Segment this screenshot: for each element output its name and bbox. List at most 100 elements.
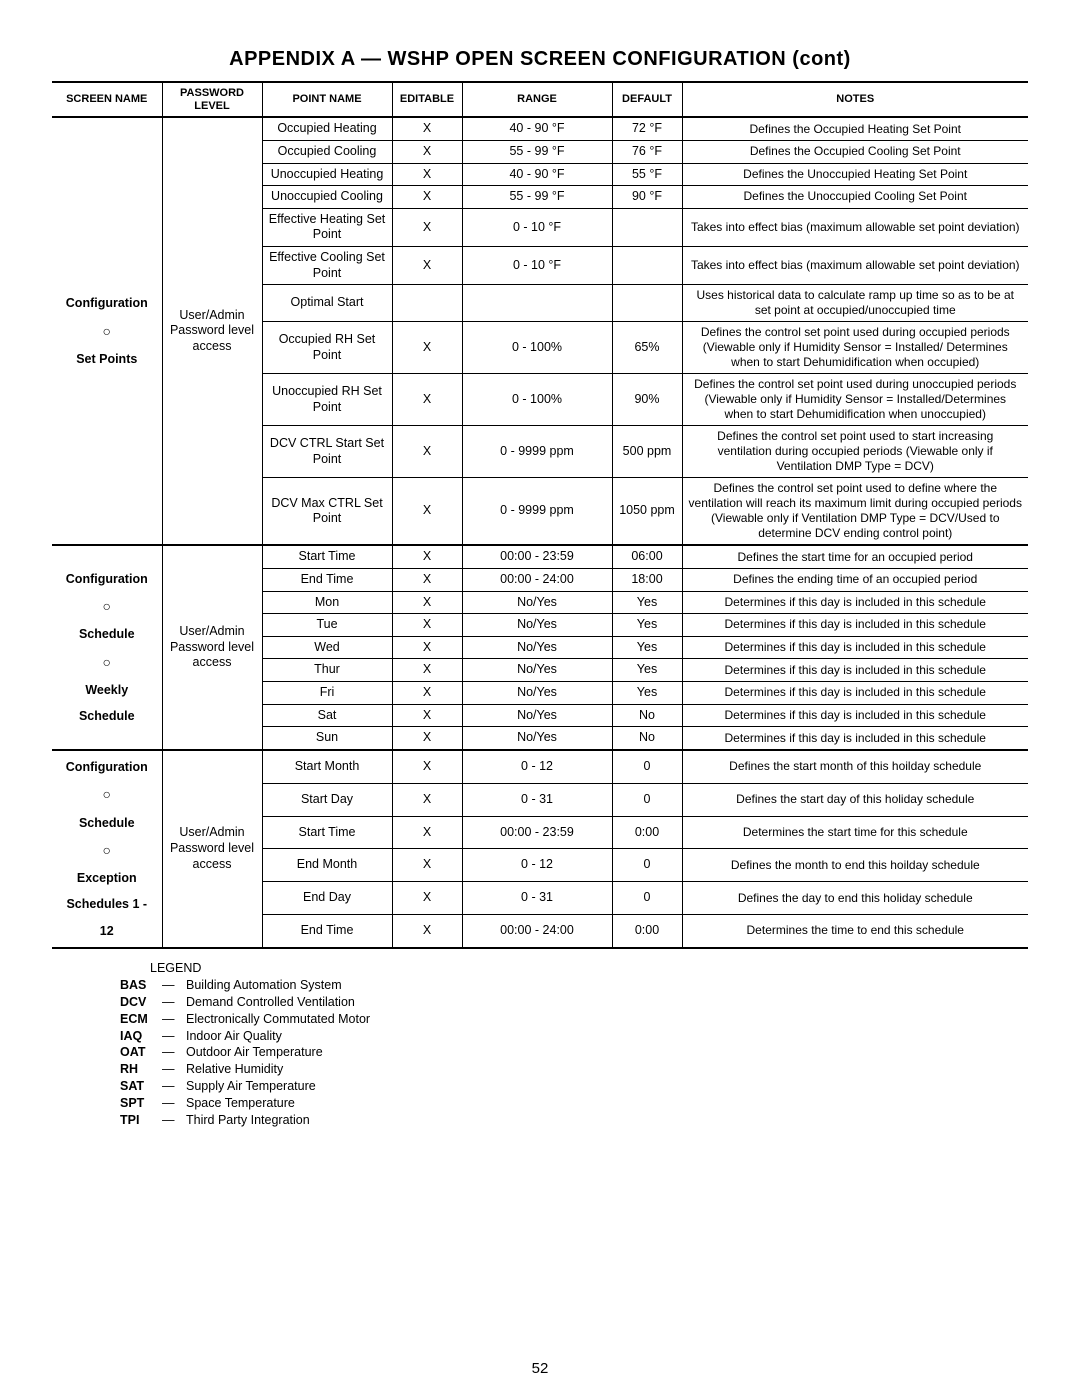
range-cell: 0 - 10 °F [462, 247, 612, 285]
editable-cell: X [392, 591, 462, 614]
default-cell: 76 °F [612, 140, 682, 163]
legend-abbr: ECM [120, 1011, 162, 1028]
range-cell: 0 - 31 [462, 882, 612, 915]
range-cell: 00:00 - 24:00 [462, 568, 612, 591]
screen-name-part: Weekly Schedule [58, 677, 156, 730]
point-name-cell: End Month [262, 849, 392, 882]
point-name-cell: Start Month [262, 750, 392, 783]
default-cell [612, 285, 682, 322]
editable-cell: X [392, 374, 462, 426]
editable-cell: X [392, 849, 462, 882]
notes-cell: Takes into effect bias (maximum allowabl… [682, 208, 1028, 246]
legend-row: ECM—Electronically Commutated Motor [120, 1011, 1028, 1028]
legend: LEGEND BAS—Building Automation SystemDCV… [52, 961, 1028, 1129]
range-cell: 00:00 - 24:00 [462, 914, 612, 948]
legend-definition: Outdoor Air Temperature [186, 1044, 323, 1061]
range-cell: 00:00 - 23:59 [462, 545, 612, 568]
notes-cell: Defines the Occupied Cooling Set Point [682, 140, 1028, 163]
default-cell: 18:00 [612, 568, 682, 591]
range-cell: No/Yes [462, 659, 612, 682]
point-name-cell: Unoccupied Heating [262, 163, 392, 186]
legend-abbr: IAQ [120, 1028, 162, 1045]
range-cell: 0 - 100% [462, 374, 612, 426]
legend-row: SPT—Space Temperature [120, 1095, 1028, 1112]
notes-cell: Determines the start time for this sched… [682, 816, 1028, 849]
point-name-cell: Mon [262, 591, 392, 614]
point-name-cell: End Time [262, 914, 392, 948]
notes-cell: Defines the Unoccupied Cooling Set Point [682, 186, 1028, 209]
default-cell: 0 [612, 849, 682, 882]
table-header-row: Screen Name Password Level Point Name Ed… [52, 82, 1028, 117]
legend-abbr: RH [120, 1061, 162, 1078]
range-cell: 0 - 10 °F [462, 208, 612, 246]
screen-name-cell: Configuration○Set Points [52, 117, 162, 545]
default-cell: No [612, 727, 682, 750]
editable-cell: X [392, 914, 462, 948]
notes-cell: Defines the start month of this hoilday … [682, 750, 1028, 783]
col-editable: Editable [392, 82, 462, 117]
screen-name-part: Set Points [58, 346, 156, 372]
editable-cell: X [392, 882, 462, 915]
default-cell: Yes [612, 659, 682, 682]
col-range: Range [462, 82, 612, 117]
notes-cell: Defines the control set point used to st… [682, 426, 1028, 478]
editable-cell: X [392, 117, 462, 140]
point-name-cell: Start Day [262, 783, 392, 816]
notes-cell: Uses historical data to calculate ramp u… [682, 285, 1028, 322]
editable-cell: X [392, 816, 462, 849]
default-cell: 65% [612, 322, 682, 374]
default-cell: 06:00 [612, 545, 682, 568]
legend-dash: — [162, 1095, 186, 1112]
legend-row: SAT—Supply Air Temperature [120, 1078, 1028, 1095]
point-name-cell: Start Time [262, 816, 392, 849]
screen-name-part: Schedule [58, 810, 156, 836]
default-cell: 0:00 [612, 914, 682, 948]
range-cell: 0 - 9999 ppm [462, 478, 612, 546]
legend-dash: — [162, 1112, 186, 1129]
breadcrumb-separator-icon: ○ [58, 648, 156, 677]
legend-definition: Indoor Air Quality [186, 1028, 282, 1045]
default-cell: 500 ppm [612, 426, 682, 478]
range-cell: 0 - 31 [462, 783, 612, 816]
legend-row: IAQ—Indoor Air Quality [120, 1028, 1028, 1045]
default-cell: 72 °F [612, 117, 682, 140]
notes-cell: Defines the control set point used to de… [682, 478, 1028, 546]
editable-cell: X [392, 426, 462, 478]
breadcrumb-separator-icon: ○ [58, 780, 156, 809]
breadcrumb-separator-icon: ○ [58, 592, 156, 621]
config-table: Screen Name Password Level Point Name Ed… [52, 81, 1028, 949]
notes-cell: Takes into effect bias (maximum allowabl… [682, 247, 1028, 285]
notes-cell: Determines if this day is included in th… [682, 614, 1028, 637]
screen-name-part: Configuration [58, 754, 156, 780]
table-row: Configuration○Schedule○ExceptionSchedule… [52, 750, 1028, 783]
range-cell: 0 - 9999 ppm [462, 426, 612, 478]
default-cell: 0 [612, 750, 682, 783]
password-level-cell: User/Admin Password level access [162, 545, 262, 750]
screen-name-cell: Configuration○Schedule○Weekly Schedule [52, 545, 162, 750]
editable-cell: X [392, 478, 462, 546]
legend-dash: — [162, 1011, 186, 1028]
default-cell: 0 [612, 882, 682, 915]
editable-cell: X [392, 186, 462, 209]
screen-name-part: Schedule [58, 621, 156, 647]
range-cell: No/Yes [462, 727, 612, 750]
page-number: 52 [0, 1360, 1080, 1377]
default-cell [612, 208, 682, 246]
table-row: Configuration○Schedule○Weekly ScheduleUs… [52, 545, 1028, 568]
page: APPENDIX A — WSHP OPEN SCREEN CONFIGURAT… [0, 0, 1080, 1397]
point-name-cell: Optimal Start [262, 285, 392, 322]
range-cell: 55 - 99 °F [462, 140, 612, 163]
point-name-cell: Sat [262, 704, 392, 727]
editable-cell: X [392, 545, 462, 568]
point-name-cell: Occupied RH Set Point [262, 322, 392, 374]
range-cell: No/Yes [462, 614, 612, 637]
editable-cell: X [392, 614, 462, 637]
editable-cell [392, 285, 462, 322]
legend-definition: Building Automation System [186, 977, 342, 994]
range-cell: 40 - 90 °F [462, 117, 612, 140]
legend-dash: — [162, 1028, 186, 1045]
legend-abbr: BAS [120, 977, 162, 994]
point-name-cell: Wed [262, 636, 392, 659]
point-name-cell: Occupied Heating [262, 117, 392, 140]
legend-dash: — [162, 1078, 186, 1095]
